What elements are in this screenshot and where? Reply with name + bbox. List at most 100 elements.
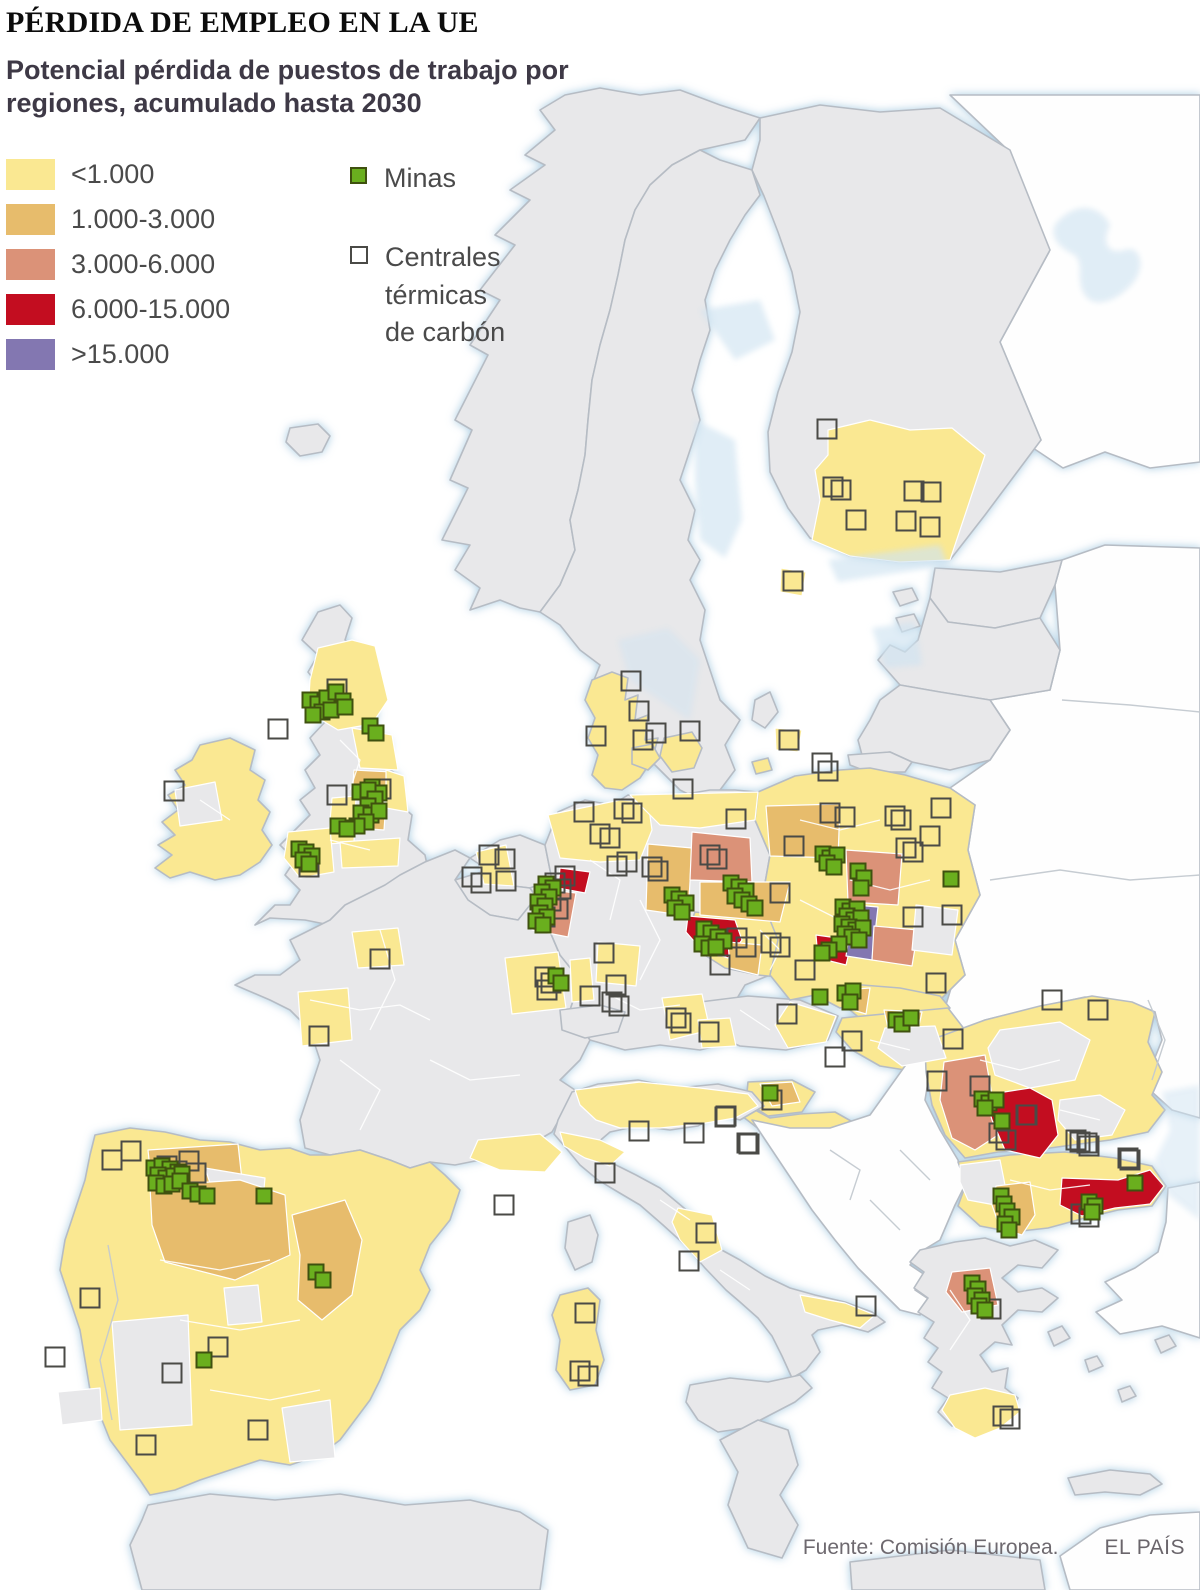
coal-plant-marker [1065, 1129, 1087, 1151]
kaliningrad [847, 751, 913, 773]
coal-plant-marker [816, 418, 838, 440]
mine-marker [255, 1187, 273, 1205]
region-midlands-south [339, 837, 401, 869]
coal-plant-marker [606, 855, 628, 877]
legend-label: 1.000-3.000 [71, 204, 216, 234]
corsica [564, 1214, 599, 1271]
region-puglia [799, 1294, 876, 1329]
coal-plant-marker [369, 948, 391, 970]
north-africa [129, 1493, 549, 1590]
region-extremadura [111, 1314, 193, 1431]
coal-plant-marker [665, 1007, 687, 1029]
symbol-legend: Minas Centrales térmicas de carbón [350, 160, 590, 393]
coal-plant-marker [628, 700, 650, 722]
coal-plant-marker [308, 1025, 330, 1047]
coal-plant-marker [267, 718, 289, 740]
coal-plant-marker [613, 798, 635, 820]
coal-plants-layer [44, 418, 1141, 1456]
coal-plant-marker [855, 1295, 877, 1317]
coal-plant-marker [834, 806, 856, 828]
legend-label: 3.000-6.000 [71, 249, 216, 279]
coal-plant-marker [830, 479, 852, 501]
page-subtitle: Potencial pérdida de puestos de trabajo … [6, 55, 569, 119]
region-central-germany [595, 941, 641, 987]
coal-plant-marker [461, 866, 483, 888]
coal-plant-marker [601, 991, 623, 1013]
footer: Fuente: Comisión Europea. EL PAÍS [0, 1536, 1185, 1560]
coal-plant-marker [554, 865, 576, 887]
region-madrid [223, 1284, 263, 1326]
legend-item-plants: Centrales térmicas de carbón [350, 239, 590, 351]
legend-label: 6.000-15.000 [71, 294, 231, 324]
coal-plant-marker [698, 1021, 720, 1043]
crete [1067, 1469, 1163, 1496]
sicily [685, 1374, 813, 1433]
legend-label: >15.000 [71, 339, 170, 369]
mine-marker [314, 1271, 332, 1289]
aegean-island [1084, 1355, 1104, 1373]
coal-plant-marker [1015, 1104, 1037, 1126]
mine-marker [534, 916, 552, 934]
region-transylvania [987, 1021, 1091, 1089]
coal-plant-marker [621, 802, 643, 824]
coal-plant-marker [493, 1194, 515, 1216]
coal-plant-marker [120, 1140, 142, 1162]
coal-plant-marker [995, 1129, 1017, 1151]
mine-marker [813, 944, 831, 962]
coal-plant-marker [569, 1360, 591, 1382]
mine-marker [673, 903, 691, 921]
coal-plant-marker [845, 509, 867, 531]
coal-plant-icon [350, 246, 368, 265]
mine-marker [902, 1009, 920, 1027]
header: PÉRDIDA DE EMPLEO EN LA UE Potencial pér… [6, 6, 646, 120]
coal-plant-marker [44, 1346, 66, 1368]
coal-plant-marker [494, 848, 516, 870]
coal-plant-marker [585, 725, 607, 747]
gotland [751, 691, 779, 729]
coal-plant-marker [641, 856, 663, 878]
mine-icon [350, 167, 367, 184]
coal-plant-marker [326, 784, 348, 806]
coal-plant-marker [903, 480, 925, 502]
legend-swatch [6, 249, 55, 280]
coal-plant-marker [207, 1336, 229, 1358]
country-greece [909, 1237, 1059, 1427]
mine-marker [993, 1112, 1011, 1130]
coal-plant-marker [632, 729, 654, 751]
brand: EL PAÍS [1104, 1536, 1185, 1559]
mine-marker [825, 858, 843, 876]
non-eu-borders [99, 699, 1200, 1421]
coal-plant-marker [247, 1419, 269, 1441]
region-stockholm [774, 727, 803, 753]
plants-label: Centrales térmicas de carbón [385, 242, 506, 347]
mine-marker [841, 993, 859, 1011]
region-normandy [351, 927, 405, 969]
coal-plant-marker [902, 841, 924, 863]
source-note: Fuente: Comisión Europea. [802, 1536, 1059, 1559]
coal-plant-marker [930, 797, 952, 819]
mine-marker [976, 1301, 994, 1319]
country-switzerland [559, 1004, 626, 1039]
coal-plant-marker [683, 1122, 705, 1144]
legend-item: >15.000 [6, 332, 230, 377]
region-brandenburg [689, 831, 753, 883]
coal-plant-marker [992, 1405, 1014, 1427]
mine-marker [1000, 1221, 1018, 1239]
region-poland-east [911, 904, 959, 956]
legend-item: <1.000 [6, 152, 230, 197]
coal-plant-marker [776, 1003, 798, 1025]
mine-marker [370, 802, 388, 820]
aegean-island [1154, 1334, 1177, 1354]
coal-plant-marker [890, 809, 912, 831]
coal-plant-marker [769, 882, 791, 904]
mine-marker [338, 820, 356, 838]
faroe-islands [285, 423, 331, 457]
coal-plant-marker [79, 1287, 101, 1309]
coal-plant-marker [608, 995, 630, 1017]
coal-plant-marker [678, 1250, 700, 1272]
mine-marker [322, 701, 340, 719]
coal-plant-marker [725, 808, 747, 830]
coal-plant-marker [645, 722, 667, 744]
mine-marker [707, 938, 725, 956]
